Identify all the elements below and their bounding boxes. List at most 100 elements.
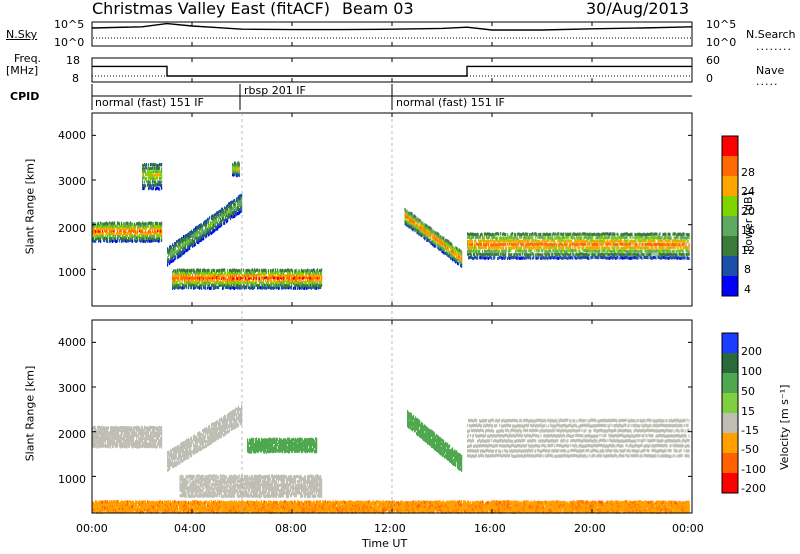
- power-cells-cell: [280, 271, 282, 276]
- power-cells-cell: [157, 170, 159, 174]
- power-cells-cell: [659, 249, 661, 253]
- power-cells-cell: [266, 286, 268, 290]
- power-cells-cell: [228, 283, 230, 288]
- power-cells-cell: [687, 246, 689, 250]
- power-cells-cell: [309, 281, 311, 285]
- power-cells-cell: [647, 256, 649, 260]
- power-cells-cell: [413, 216, 415, 221]
- power-cells-cell: [277, 285, 279, 289]
- power-cells-cell: [168, 260, 170, 264]
- power-cells-cell: [238, 200, 240, 204]
- power-cells-cell: [498, 249, 500, 254]
- vel-cells-cell: [160, 428, 162, 432]
- power-cells-cell: [672, 242, 674, 246]
- power-cells-cell: [172, 257, 174, 261]
- power-cells-cell: [571, 255, 573, 259]
- power-cells-cell: [190, 244, 192, 248]
- power-cells-cell: [547, 243, 549, 247]
- vel-cells-cell: [156, 437, 158, 441]
- vel-cells-cell: [120, 445, 122, 449]
- power-cells-cell: [310, 283, 312, 287]
- vel-cells-cell: [173, 447, 175, 452]
- power-cells-cell: [233, 286, 235, 290]
- vel-cells-cell: [176, 460, 178, 464]
- power-cells-cell: [581, 243, 583, 247]
- power-cells-cell: [100, 226, 102, 231]
- vel-cells-cell: [106, 436, 108, 440]
- power-cells-cell: [613, 242, 615, 246]
- power-cells-cell: [238, 170, 240, 174]
- power-cells-cell: [147, 224, 149, 228]
- power-cells-cell: [658, 253, 660, 257]
- vel-cells-cell: [201, 437, 203, 441]
- power-cells-cell: [416, 228, 418, 232]
- power-cells-cell: [671, 245, 673, 249]
- power-cells-cell: [671, 256, 673, 260]
- power-cells-cell: [278, 271, 280, 275]
- power-cells-cell: [180, 273, 182, 277]
- power-cells-cell: [520, 235, 522, 239]
- power-cells-cell: [105, 234, 107, 238]
- power-cells-cell: [533, 233, 535, 237]
- power-cells-cell: [459, 248, 461, 252]
- power-cells-cell: [188, 276, 190, 280]
- power-cells-cell: [233, 201, 235, 205]
- vel-cells-cell: [194, 444, 196, 448]
- power-cells-cell: [574, 248, 576, 252]
- power-cells-cell: [199, 269, 201, 273]
- power-cells-cell: [230, 276, 232, 280]
- power-cells-cell: [557, 232, 559, 236]
- vel-cells-cell: [132, 437, 134, 441]
- power-cells-cell: [665, 256, 667, 260]
- vel-cells-cell: [188, 440, 190, 444]
- power-cells-cell: [430, 241, 432, 245]
- power-cells-cell: [113, 227, 115, 231]
- power-cells-cell: [284, 274, 286, 278]
- vel-cells-cell: [178, 454, 180, 458]
- power-cells-cell: [196, 279, 198, 283]
- power-cells-cell: [171, 245, 173, 250]
- power-cells-cell: [229, 210, 231, 214]
- power-cells-cell: [596, 232, 598, 237]
- power-cells-cell: [472, 249, 474, 253]
- power-cells-cell: [249, 280, 251, 284]
- vel-cells-cell: [168, 466, 170, 470]
- power-cells-cell: [151, 173, 153, 177]
- power-cells-cell: [443, 241, 445, 245]
- power-cells-cell: [183, 244, 185, 248]
- power-cells-cell: [575, 239, 577, 243]
- power-cells-cell: [195, 229, 197, 233]
- power-cells-cell: [205, 284, 207, 288]
- power-cells-cell: [444, 239, 446, 244]
- power-cells-cell: [630, 232, 632, 236]
- power-cells-cell: [190, 285, 192, 289]
- vel-cells-cell: [140, 436, 142, 440]
- power-cells-cell: [175, 241, 177, 246]
- power-cells-cell: [602, 246, 604, 250]
- vel-cells-cell: [142, 434, 144, 438]
- power-cells-cell: [217, 274, 219, 278]
- vel-cells-cell: [195, 446, 197, 450]
- power-cells-cell: [185, 284, 187, 288]
- power-cells-cell: [130, 229, 132, 233]
- power-cells-cell: [518, 242, 520, 246]
- power-cells-cell: [475, 250, 477, 254]
- power-cells-cell: [135, 236, 137, 240]
- power-cells-cell: [150, 226, 152, 231]
- power-cells-cell: [133, 224, 135, 228]
- power-cells-cell: [570, 252, 572, 256]
- power-cells-cell: [522, 252, 524, 256]
- power-cells-cell: [129, 228, 131, 232]
- power-cells-cell: [636, 245, 638, 249]
- power-cells-cell: [429, 231, 431, 235]
- power-cells-cell: [178, 244, 180, 248]
- power-cells-cell: [601, 235, 603, 239]
- power-cells-cell: [503, 246, 505, 250]
- power-cells-cell: [554, 249, 556, 253]
- power-cells-cell: [582, 255, 584, 259]
- power-cells-cell: [619, 256, 621, 260]
- power-cells-cell: [547, 252, 549, 256]
- power-cells-cell: [190, 241, 192, 245]
- power-cells-cell: [290, 268, 292, 272]
- vel-cells-cell: [109, 437, 111, 441]
